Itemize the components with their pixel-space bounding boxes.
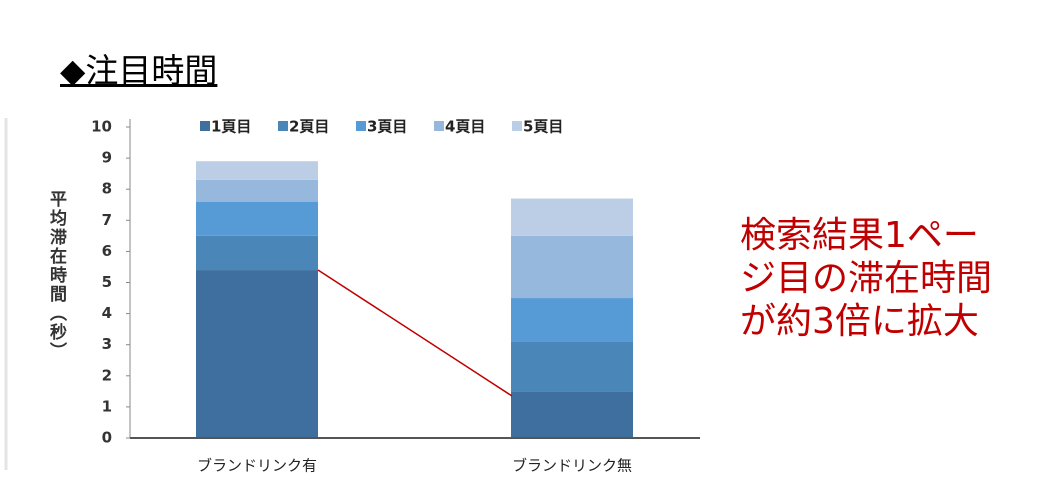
bar-segment [196, 235, 318, 271]
bar-segment [196, 161, 318, 180]
bar-segment [511, 235, 633, 299]
legend-swatch [200, 121, 210, 131]
legend-swatch [356, 121, 366, 131]
y-tick-label: 2 [102, 366, 112, 384]
y-tick-label: 1 [102, 397, 112, 415]
bar-segment [511, 391, 633, 438]
y-tick-label: 5 [102, 273, 112, 291]
y-tick-label: 8 [102, 180, 112, 198]
x-tick-label: ブランドリンク無 [512, 457, 632, 475]
bar-segment [511, 198, 633, 236]
y-tick-label: 9 [102, 149, 112, 167]
legend-label: 2頁目 [289, 118, 329, 136]
legend-swatch [434, 121, 444, 131]
bar-segment [511, 298, 633, 342]
x-tick-label: ブランドリンク有 [197, 457, 317, 475]
bar-segment [196, 270, 318, 438]
legend-label: 4頁目 [445, 118, 485, 136]
y-tick-label: 0 [102, 429, 112, 447]
bar-segment [196, 201, 318, 236]
y-tick-label: 3 [102, 335, 112, 353]
y-tick-label: 4 [102, 304, 112, 322]
legend-label: 5頁目 [523, 118, 563, 136]
legend-label: 1頁目 [211, 118, 251, 136]
y-tick-label: 7 [102, 211, 112, 229]
legend-swatch [278, 121, 288, 131]
annotation: 検索結果1ページ目の滞在時間が約3倍に拡大 [740, 215, 993, 343]
bar-segment [511, 341, 633, 392]
y-axis-label: 平均滞在時間（秒） [46, 190, 66, 361]
y-tick-label: 6 [102, 242, 112, 260]
legend-swatch [512, 121, 522, 131]
y-tick-label: 10 [91, 118, 112, 136]
legend-label: 3頁目 [367, 118, 407, 136]
bar-segment [196, 179, 318, 202]
annotation-line [317, 269, 513, 397]
chart-title: ◆注目時間 [60, 51, 218, 90]
